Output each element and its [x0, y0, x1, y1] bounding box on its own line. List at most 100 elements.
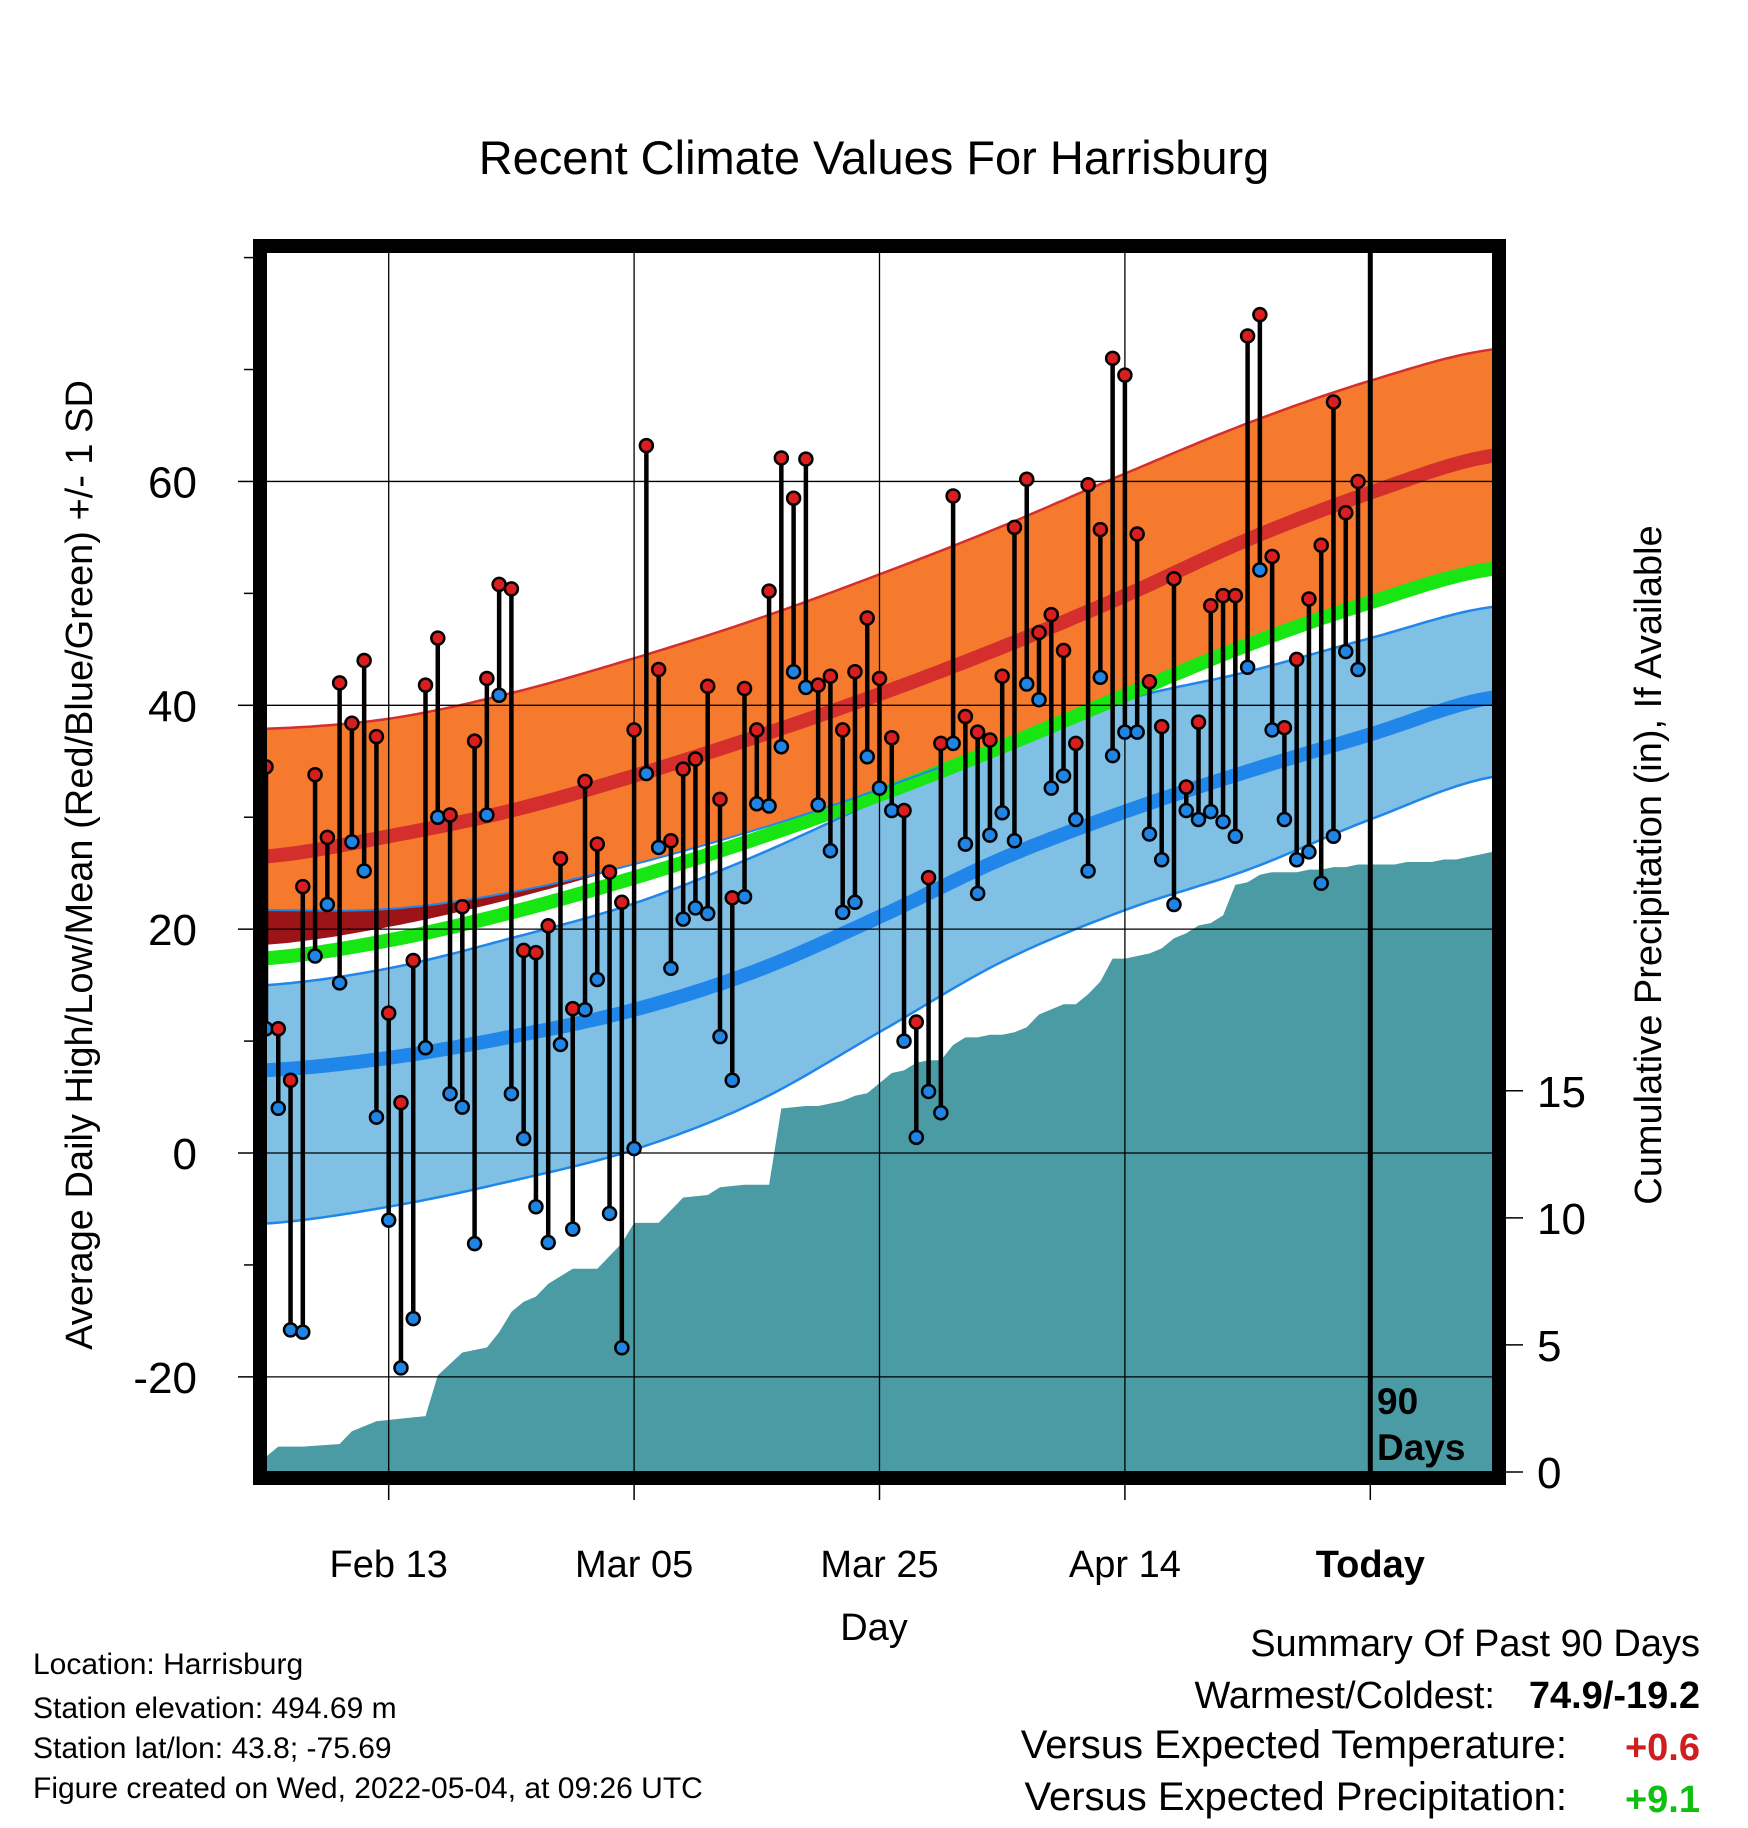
daily-high-point [1338, 505, 1354, 521]
daily-high-point [282, 1072, 299, 1089]
axes-layer: -20 0 20 40 60 0 5 10 15 Feb 13 Mar 05 Mar 25 Apr 14… [133, 256, 1586, 1586]
y2-tick-label: 15 [1537, 1068, 1586, 1117]
daily-low-point [1018, 676, 1035, 692]
overlap-dark-band [266, 766, 941, 945]
daily-low-point [1129, 724, 1145, 740]
summary-heading: Summary Of Past 90 Days [1250, 1623, 1700, 1665]
daily-high-point [540, 918, 556, 934]
today-annotation-line1: 90 [1377, 1381, 1418, 1422]
daily-high-point [687, 751, 704, 767]
daily-high-point [1288, 651, 1305, 668]
station-elevation: Station elevation: 494.69 m [33, 1692, 397, 1725]
daily-low-point [798, 679, 814, 696]
daily-low-point [515, 1130, 532, 1147]
daily-high-point [466, 733, 483, 749]
daily-high-point [822, 668, 839, 684]
daily-high-point [454, 899, 471, 915]
daily-low-point [331, 975, 348, 991]
daily-high-point [736, 680, 753, 697]
daily-high-point [847, 663, 863, 680]
daily-high-point [810, 677, 826, 693]
daily-low-point [785, 663, 802, 680]
daily-low-point [601, 1205, 618, 1222]
daily-high-point [307, 766, 323, 783]
daily-high-point [1141, 674, 1158, 690]
daily-low-point [982, 827, 998, 843]
daily-low-point [356, 863, 372, 879]
daily-high-point [663, 832, 679, 849]
daily-low-point [1006, 832, 1023, 849]
daily-low-point [749, 796, 765, 812]
summary-precip-label: Versus Expected Precipitation: [1024, 1775, 1567, 1819]
daily-low-point [1288, 852, 1305, 868]
daily-high-point [699, 678, 716, 695]
daily-high-point [1190, 714, 1207, 730]
daily-high-point [1276, 719, 1293, 736]
daily-high-point [896, 802, 912, 819]
daily-low-point [1239, 659, 1256, 675]
daily-high-point [920, 869, 937, 886]
daily-low-point [1055, 768, 1072, 784]
daily-high-point [773, 450, 790, 466]
daily-low-point [834, 904, 851, 921]
daily-low-point [282, 1322, 299, 1338]
daily-high-point [1252, 306, 1268, 323]
daily-high-point [908, 1014, 925, 1030]
daily-high-point [1203, 597, 1219, 614]
daily-low-point [417, 1040, 434, 1056]
daily-low-point [724, 1072, 741, 1089]
daily-high-point [1313, 537, 1329, 553]
daily-low-point [675, 911, 691, 927]
daily-low-point [1203, 803, 1219, 820]
daily-low-point [466, 1235, 483, 1252]
daily-high-point [1129, 526, 1145, 542]
daily-high-point [1153, 718, 1170, 735]
daily-high-point [675, 761, 691, 777]
daily-low-point [1141, 826, 1158, 842]
daily-low-point [1166, 896, 1182, 913]
daily-high-point [1006, 519, 1023, 536]
station-location: Location: Harrisburg [33, 1648, 303, 1681]
daily-high-point [1178, 779, 1194, 795]
daily-high-point [368, 728, 385, 745]
daily-high-point [1068, 735, 1084, 752]
daily-high-point [982, 732, 998, 748]
daily-high-point [957, 708, 974, 725]
x-tick-label: Feb 13 [330, 1544, 448, 1586]
daily-high-point [785, 490, 802, 506]
daily-low-point [712, 1028, 728, 1045]
daily-low-point [491, 687, 507, 703]
summary-warmest-value: 74.9/-19.2 [1529, 1675, 1700, 1717]
y2-tick-label: 10 [1537, 1195, 1586, 1244]
daily-low-point [368, 1109, 385, 1125]
daily-high-point [749, 722, 765, 738]
daily-high-point [638, 437, 655, 454]
daily-low-point [957, 836, 974, 852]
daily-high-point [270, 1021, 287, 1037]
plot-frame [253, 239, 1506, 1485]
daily-high-point [761, 583, 777, 599]
daily-high-point [1092, 521, 1109, 538]
daily-low-point [503, 1085, 520, 1102]
daily-high-point [393, 1094, 409, 1111]
y-tick-label: 60 [148, 458, 197, 507]
daily-low-point [933, 1104, 949, 1121]
y2-tick-label: 5 [1537, 1322, 1561, 1371]
daily-low-point [908, 1129, 925, 1146]
y-tick-label: 0 [173, 1130, 197, 1179]
daily-low-point [1276, 811, 1293, 828]
daily-low-point [344, 834, 360, 850]
daily-low-point [1215, 813, 1231, 830]
daily-high-point [356, 652, 372, 669]
daily-low-point [454, 1099, 471, 1115]
summary-warmest-label: Warmest/Coldest: [1194, 1675, 1495, 1717]
figure-created: Figure created on Wed, 2022-05-04, at 09… [33, 1772, 703, 1805]
daily-low-point [307, 948, 323, 964]
summary-temp-value: +0.6 [1625, 1727, 1700, 1769]
daily-high-point [859, 610, 875, 626]
daily-low-point [945, 735, 961, 752]
daily-low-point [405, 1310, 421, 1327]
daily-high-point [380, 1005, 397, 1021]
daily-high-point [417, 677, 434, 693]
